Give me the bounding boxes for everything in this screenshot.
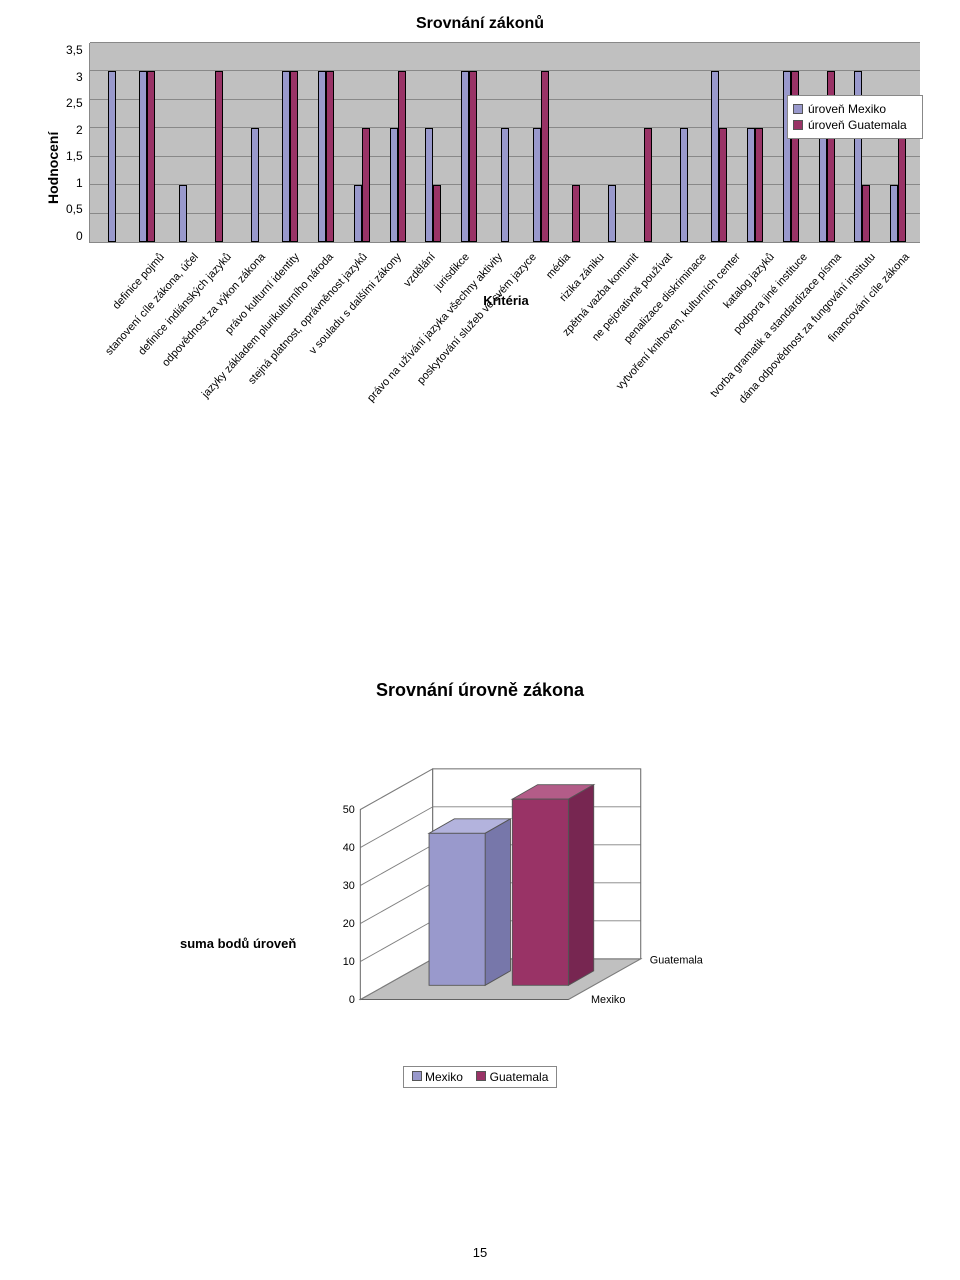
page-number: 15 xyxy=(0,1245,960,1260)
svg-text:50: 50 xyxy=(343,804,355,816)
svg-text:40: 40 xyxy=(343,842,355,854)
chart2-title: Srovnání úrovně zákona xyxy=(180,680,780,701)
svg-text:Guatemala: Guatemala xyxy=(650,954,704,966)
legend-swatch-guatemala xyxy=(793,120,803,130)
legend-label: úroveň Mexiko xyxy=(808,102,886,116)
svg-text:10: 10 xyxy=(343,956,355,968)
svg-text:30: 30 xyxy=(343,880,355,892)
bar-chart-comparison: Srovnání zákonů Hodnocení 00,511,522,533… xyxy=(40,15,920,495)
svg-text:Mexiko: Mexiko xyxy=(591,994,625,1006)
chart1-plot xyxy=(89,43,920,243)
chart1-legend: úroveň Mexiko úroveň Guatemala xyxy=(787,95,923,139)
chart1-xlabels: definice pojmůstanovení cíle zákona, úče… xyxy=(141,243,920,443)
legend-label: Guatemala xyxy=(490,1070,549,1084)
legend-label: Mexiko xyxy=(425,1070,463,1084)
chart2-zlabel: suma bodů úroveň xyxy=(180,936,296,951)
chart1-title: Srovnání zákonů xyxy=(40,15,920,33)
svg-text:0: 0 xyxy=(349,994,355,1006)
legend-swatch-guatemala xyxy=(476,1071,486,1081)
chart2-legend: Mexiko Guatemala xyxy=(403,1066,558,1088)
svg-text:20: 20 xyxy=(343,918,355,930)
bar-chart-3d: Srovnání úrovně zákona suma bodů úroveň … xyxy=(180,680,780,1140)
legend-swatch-mexiko xyxy=(412,1071,422,1081)
chart1-ylabel: Hodnocení xyxy=(40,43,66,293)
chart2-plot: 01020304050GuatemalaMexiko xyxy=(306,731,686,1051)
legend-label: úroveň Guatemala xyxy=(808,118,907,132)
chart1-yaxis: 00,511,522,533,5 xyxy=(66,43,89,243)
legend-swatch-mexiko xyxy=(793,104,803,114)
